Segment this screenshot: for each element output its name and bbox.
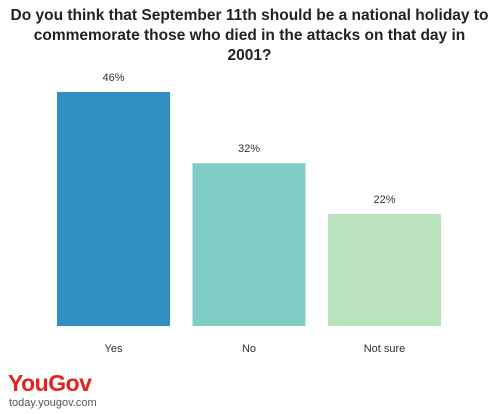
bar: [192, 163, 306, 326]
source-url: today.yougov.com: [9, 397, 97, 409]
value-label: 32%: [238, 143, 260, 155]
x-tick-label: Yes: [105, 343, 123, 355]
logo: YouGov: [8, 370, 92, 396]
bar: [328, 214, 441, 326]
value-label: 22%: [373, 194, 395, 206]
x-tick-label: No: [242, 343, 256, 355]
bar: [57, 91, 170, 326]
value-label: 46%: [102, 72, 124, 84]
chart-title: Do you think that September 11th should …: [10, 7, 489, 64]
x-tick-label: Not sure: [364, 343, 406, 355]
